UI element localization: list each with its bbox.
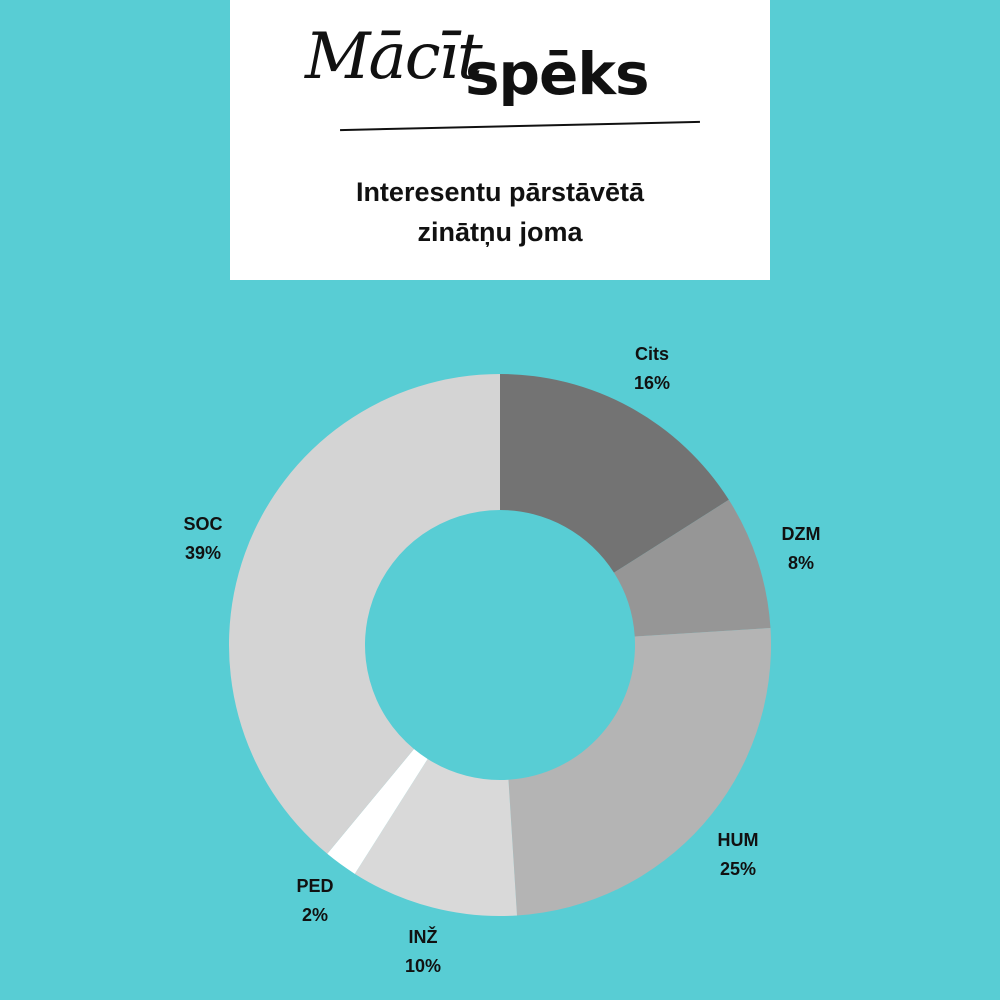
label-dzm-name: DZM	[781, 524, 821, 544]
title-line-1: Interesentu pārstāvētā	[355, 177, 645, 207]
label-ped: PED 2%	[275, 872, 355, 930]
label-ped-value: 2%	[301, 905, 328, 925]
header-card	[230, 0, 770, 280]
label-dzm: DZM 8%	[761, 520, 841, 578]
label-cits-name: Cits	[634, 344, 669, 364]
label-cits: Cits 16%	[612, 340, 692, 398]
slice-dzm	[613, 499, 771, 637]
label-ped-name: PED	[296, 876, 334, 896]
logo-script-text: Mācīt	[305, 20, 483, 94]
label-hum-name: HUM	[717, 830, 759, 850]
chart-title: Interesentu pārstāvētā zinātņu joma	[230, 172, 770, 252]
label-soc-name: SOC	[183, 514, 223, 534]
label-hum: HUM 25%	[698, 826, 778, 884]
label-inz-value: 10%	[404, 956, 442, 976]
label-inz-name: INŽ	[408, 927, 438, 947]
label-cits-value: 16%	[633, 373, 671, 393]
slice-inž	[354, 758, 518, 917]
label-inz: INŽ 10%	[383, 923, 463, 981]
macitspeks-logo: Mācīt spēks	[305, 20, 705, 140]
slice-soc	[228, 374, 500, 854]
slice-ped	[327, 749, 428, 874]
label-dzm-value: 8%	[787, 553, 814, 573]
title-line-2: zinātņu joma	[417, 217, 583, 247]
label-soc-value: 39%	[184, 543, 222, 563]
logo-bold-text: spēks	[465, 40, 649, 108]
slice-hum	[508, 627, 772, 916]
label-soc: SOC 39%	[163, 510, 243, 568]
slice-cits	[500, 374, 729, 573]
label-hum-value: 25%	[719, 859, 757, 879]
